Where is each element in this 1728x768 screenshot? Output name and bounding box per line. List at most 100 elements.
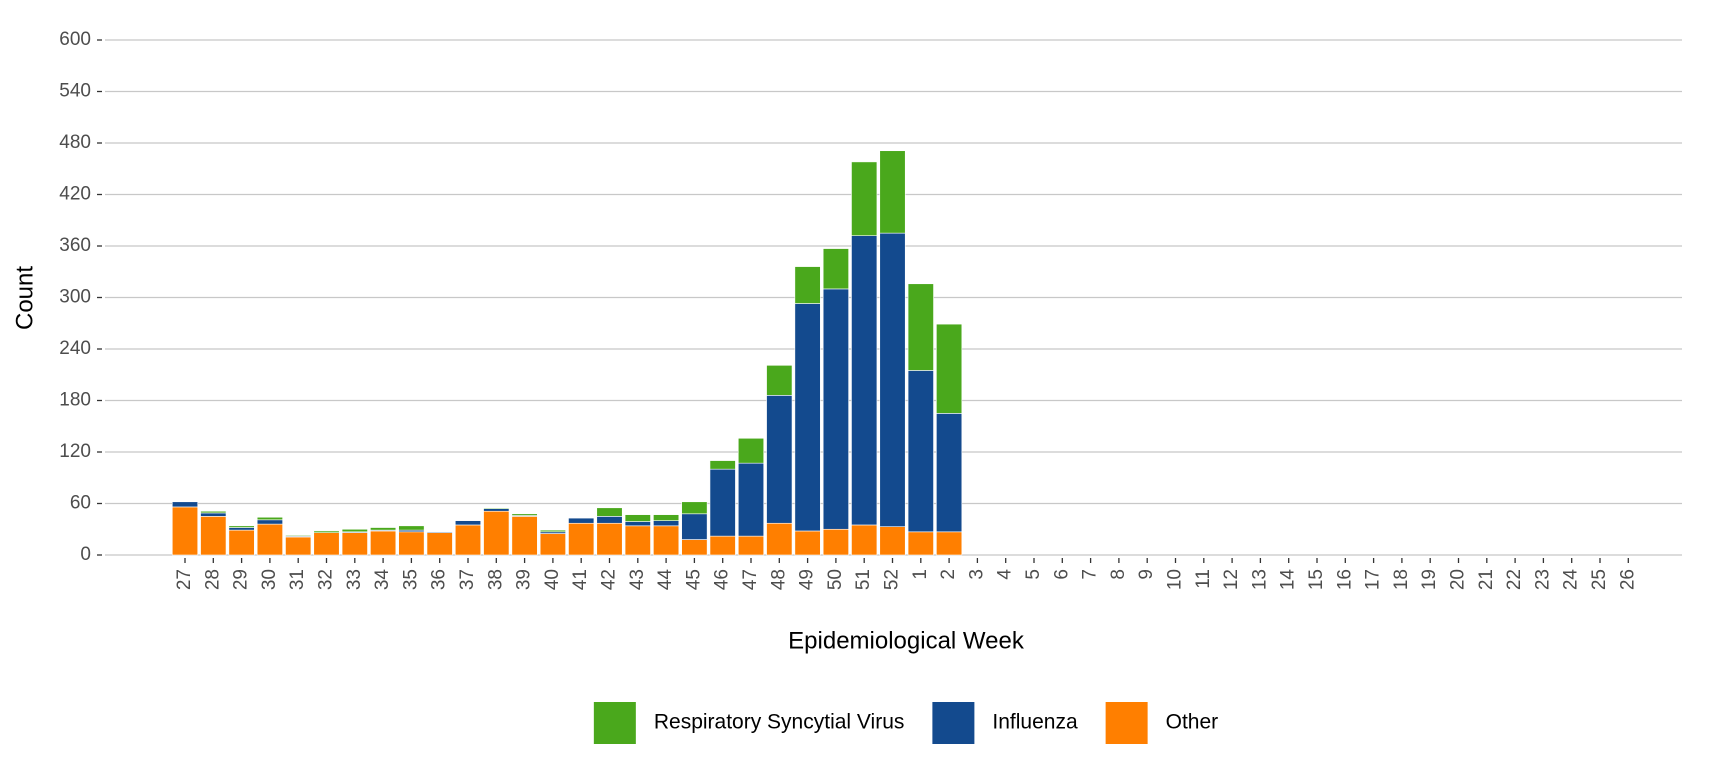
x-tick-label: 1 bbox=[910, 569, 931, 580]
bar-segment bbox=[596, 516, 623, 524]
legend-label: Other bbox=[1166, 711, 1219, 734]
x-tick-label: 4 bbox=[995, 569, 1016, 580]
bar-segment bbox=[483, 507, 510, 509]
bar-segment bbox=[539, 533, 566, 556]
legend-key bbox=[932, 702, 975, 744]
bar-segment bbox=[596, 522, 623, 556]
bar-segment bbox=[653, 514, 680, 521]
bar-segment bbox=[200, 512, 227, 517]
bar-segment bbox=[256, 519, 283, 525]
legend-label: Influenza bbox=[992, 711, 1078, 734]
bar-segment bbox=[737, 437, 765, 464]
x-tick-label: 42 bbox=[599, 569, 620, 590]
y-tick-label: 540 bbox=[59, 81, 91, 102]
bar-segment bbox=[313, 530, 340, 533]
bar-segment bbox=[709, 468, 736, 537]
y-tick-label: 60 bbox=[70, 493, 91, 514]
x-tick-label: 31 bbox=[287, 569, 308, 590]
x-tick-label: 11 bbox=[1193, 569, 1214, 589]
bar-segment bbox=[851, 235, 878, 526]
x-tick-label: 49 bbox=[797, 569, 818, 590]
x-tick-label: 22 bbox=[1504, 569, 1525, 590]
x-tick-label: 20 bbox=[1448, 569, 1469, 590]
x-tick-label: 45 bbox=[683, 569, 704, 590]
bar-segment bbox=[681, 513, 708, 540]
legend-key bbox=[593, 702, 636, 744]
x-tick-label: 33 bbox=[344, 569, 365, 590]
x-tick-label: 28 bbox=[202, 569, 223, 590]
x-tick-label: 18 bbox=[1391, 569, 1412, 590]
x-tick-label: 3 bbox=[966, 569, 987, 580]
y-tick-label: 420 bbox=[59, 184, 91, 205]
x-tick-label: 8 bbox=[1108, 569, 1129, 580]
x-tick-label: 21 bbox=[1476, 569, 1497, 590]
y-tick-label: 0 bbox=[80, 544, 91, 565]
x-tick-label: 46 bbox=[712, 569, 733, 590]
x-tick-label: 29 bbox=[231, 569, 252, 590]
x-tick-label: 35 bbox=[400, 569, 421, 590]
bar-segment bbox=[171, 501, 199, 508]
bar-segment bbox=[200, 516, 227, 556]
bar-segment bbox=[511, 516, 538, 556]
legend-key bbox=[1105, 702, 1148, 744]
bar-segment bbox=[794, 266, 821, 304]
bar-segment bbox=[483, 510, 510, 556]
bar-segment bbox=[936, 323, 963, 414]
x-axis-title: Epidemiological Week bbox=[788, 627, 1025, 654]
bar-segment bbox=[256, 523, 283, 556]
bar-segment bbox=[851, 524, 878, 556]
x-tick-label: 15 bbox=[1306, 569, 1327, 590]
bar-segment bbox=[370, 527, 397, 531]
bar-segment bbox=[794, 530, 821, 556]
bar-segment bbox=[228, 529, 255, 556]
bar-segment bbox=[200, 510, 227, 514]
y-tick-label: 180 bbox=[59, 390, 91, 411]
bar-segment bbox=[907, 531, 934, 556]
bar-segment bbox=[539, 529, 566, 533]
x-tick-label: 52 bbox=[882, 569, 903, 590]
x-tick-label: 16 bbox=[1334, 569, 1355, 590]
bar-segment bbox=[398, 531, 425, 556]
x-tick-label: 51 bbox=[853, 569, 874, 590]
x-tick-label: 5 bbox=[1023, 569, 1044, 580]
bar-segment bbox=[256, 516, 283, 521]
x-tick-label: 14 bbox=[1278, 569, 1299, 591]
x-tick-label: 34 bbox=[372, 569, 393, 591]
x-tick-label: 48 bbox=[768, 569, 789, 590]
x-tick-label: 36 bbox=[429, 569, 450, 590]
x-tick-label: 17 bbox=[1363, 569, 1384, 590]
bar-segment bbox=[822, 248, 849, 290]
bar-segment bbox=[737, 462, 765, 537]
bar-segment bbox=[596, 507, 623, 517]
bar-segment bbox=[709, 460, 736, 470]
x-tick-label: 37 bbox=[457, 569, 478, 590]
x-tick-label: 12 bbox=[1221, 569, 1242, 590]
y-tick-label: 600 bbox=[59, 29, 91, 50]
x-tick-label: 44 bbox=[655, 569, 676, 591]
x-tick-label: 32 bbox=[316, 569, 337, 590]
legend-label: Respiratory Syncytial Virus bbox=[654, 711, 905, 734]
bar-segment bbox=[936, 531, 963, 556]
bar-segment bbox=[568, 517, 595, 524]
x-tick-label: 13 bbox=[1249, 569, 1270, 590]
bar-segment bbox=[766, 365, 793, 396]
bar-segment bbox=[624, 514, 651, 522]
bar-segment bbox=[228, 525, 255, 528]
x-tick-label: 26 bbox=[1617, 569, 1638, 590]
bar-segment bbox=[313, 532, 340, 556]
x-tick-label: 50 bbox=[825, 569, 846, 590]
bar-segment bbox=[879, 232, 906, 527]
bar-segment bbox=[426, 531, 453, 533]
bar-segment bbox=[624, 525, 651, 556]
x-tick-label: 43 bbox=[627, 569, 648, 590]
bar-segment bbox=[822, 288, 849, 530]
y-tick-label: 120 bbox=[59, 441, 91, 462]
x-tick-label: 19 bbox=[1419, 569, 1440, 590]
bar-segment bbox=[483, 508, 510, 512]
bar-segment bbox=[341, 528, 368, 533]
bar-segment bbox=[879, 526, 906, 556]
x-tick-label: 39 bbox=[514, 569, 535, 590]
x-tick-label: 23 bbox=[1532, 569, 1553, 590]
x-tick-label: 25 bbox=[1589, 569, 1610, 590]
bar-segment bbox=[766, 522, 793, 556]
